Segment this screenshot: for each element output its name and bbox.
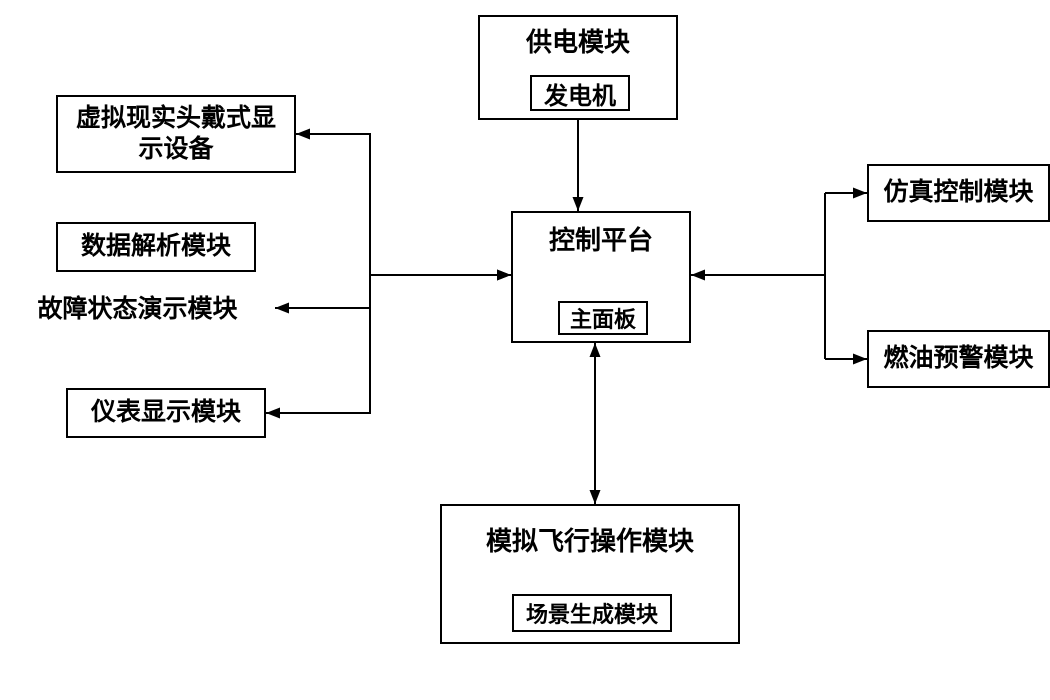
- edge-gauge-elbow: [266, 275, 511, 413]
- node-power-sub: 发电机: [530, 75, 630, 111]
- node-fuel_warn-title: 燃油预警模块: [877, 339, 1039, 378]
- node-fuel_warn: 燃油预警模块: [867, 330, 1050, 388]
- edge-power-to-control-arrow-end: [573, 197, 584, 211]
- node-gauge-title: 仪表显示模块: [85, 393, 247, 432]
- edge-gauge-elbow-arrow-end: [497, 270, 511, 281]
- node-flight_sim-title: 模拟飞行操作模块: [442, 526, 738, 557]
- node-control-title: 控制平台: [513, 225, 689, 256]
- node-power-title: 供电模块: [480, 27, 676, 58]
- edge-vr-elbow-arrow-end: [497, 270, 511, 281]
- node-fault_demo-title: 故障状态演示模块: [31, 290, 243, 329]
- node-sim_ctrl: 仿真控制模块: [867, 164, 1050, 222]
- node-data_parse: 数据解析模块: [56, 222, 256, 272]
- node-flight_sim-sub: 场景生成模块: [512, 594, 672, 632]
- edge-ctrl-to-right-arrow-start: [691, 270, 705, 281]
- edge-control-to-flight-arrow-end: [590, 490, 601, 504]
- node-control-sub: 主面板: [558, 301, 648, 335]
- node-fault_demo: 故障状态演示模块: [0, 290, 275, 330]
- node-vr_headset: 虚拟现实头戴式显示设备: [56, 95, 296, 173]
- node-power: 供电模块发电机: [478, 15, 678, 120]
- node-data_parse-title: 数据解析模块: [75, 227, 237, 266]
- edge-fault-to-control-arrow-end: [497, 270, 511, 281]
- node-flight_sim: 模拟飞行操作模块场景生成模块: [440, 504, 740, 644]
- edge-vr-elbow: [296, 134, 511, 275]
- edge-vr-elbow-arrow-start: [296, 129, 310, 140]
- edge-fault-to-control: [275, 275, 511, 308]
- edge-right-fuel-in-arrow-end: [853, 354, 867, 365]
- node-vr_headset-title: 虚拟现实头戴式显示设备: [58, 99, 294, 170]
- node-sim_ctrl-title: 仿真控制模块: [877, 173, 1039, 212]
- edge-gauge-elbow-arrow-start: [266, 408, 280, 419]
- diagram-canvas: 供电模块发电机虚拟现实头戴式显示设备数据解析模块故障状态演示模块仪表显示模块 控制…: [0, 0, 1050, 700]
- edge-control-to-flight-arrow-start: [590, 343, 601, 357]
- edge-fault-to-control-arrow-start: [275, 303, 289, 314]
- node-gauge: 仪表显示模块: [66, 388, 266, 438]
- edge-right-simctrl-in-arrow-end: [853, 188, 867, 199]
- node-control: 控制平台主面板: [511, 211, 691, 343]
